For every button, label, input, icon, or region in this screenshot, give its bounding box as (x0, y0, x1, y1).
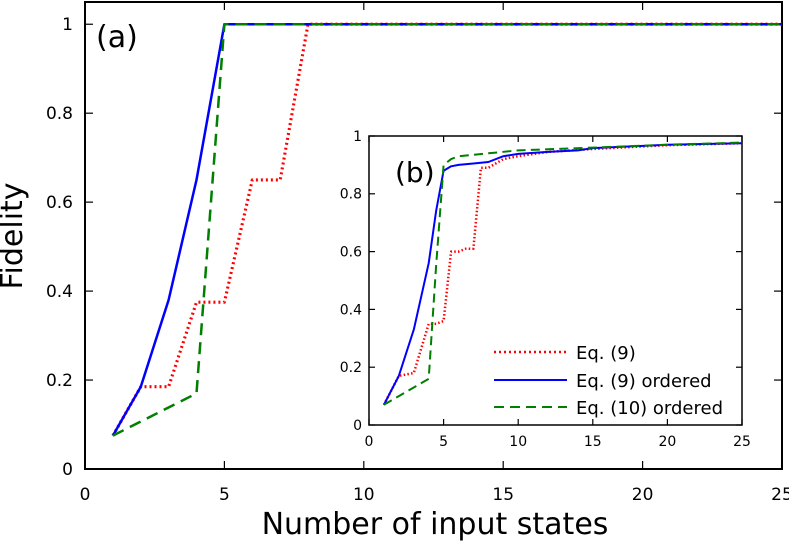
main-x-tick-label: 25 (771, 485, 789, 505)
inset-series (382, 141, 743, 406)
main-x-tick-label: 15 (492, 485, 514, 505)
inset-ticks: 0 5 10 15 20 25 0 0.2 0.4 0.6 0.8 1 (340, 129, 751, 450)
inset-x-tick-label: 0 (365, 434, 374, 450)
main-y-tick-label: 0.4 (46, 282, 73, 302)
legend-label-eq9: Eq. (9) (576, 343, 636, 364)
main-y-tick-label: 0.8 (46, 104, 73, 124)
inset-x-tick-label: 5 (439, 434, 448, 450)
inset-panel: (b) 0 5 10 15 20 25 0 0.2 0.4 0.6 0.8 1 Eq. (9) Eq.… (340, 124, 764, 450)
main-y-tick-label: 1 (62, 15, 73, 35)
inset-series-eq10-ordered (383, 141, 743, 406)
inset-y-tick-label: 0 (353, 418, 362, 434)
inset-series-eq9-ordered (383, 142, 743, 406)
main-x-tick-label: 5 (219, 485, 230, 505)
chart-legend: Eq. (9) Eq. (9) ordered Eq. (10) ordered (494, 343, 723, 419)
legend-label-eq10-ordered: Eq. (10) ordered (576, 398, 723, 419)
inset-x-tick-label: 10 (509, 434, 527, 450)
main-x-tick-label: 0 (80, 485, 91, 505)
main-y-axis-label: Fidelity (0, 182, 30, 289)
main-x-tick-label: 10 (353, 485, 375, 505)
inset-y-tick-label: 0.6 (340, 245, 362, 261)
main-panel-label: (a) (96, 20, 138, 55)
inset-x-tick-label: 20 (658, 434, 676, 450)
inset-y-tick-label: 0.2 (340, 360, 362, 376)
main-y-tick-label: 0 (62, 460, 73, 480)
main-series (111, 22, 782, 437)
inset-series-eq9 (382, 141, 743, 406)
inset-panel-label: (b) (395, 156, 435, 189)
inset-x-tick-label: 25 (733, 434, 751, 450)
main-x-axis-label: Number of input states (262, 507, 609, 542)
inset-x-tick-label: 15 (584, 434, 602, 450)
inset-y-tick-label: 0.8 (340, 187, 362, 203)
inset-plot-frame (368, 135, 743, 426)
main-y-tick-label: 0.6 (46, 193, 73, 213)
main-y-tick-label: 0.2 (46, 371, 73, 391)
inset-y-tick-label: 0.4 (340, 302, 362, 318)
inset-y-tick-label: 1 (353, 129, 362, 145)
main-series-eq10-ordered (112, 22, 782, 437)
main-x-tick-label: 20 (632, 485, 654, 505)
legend-label-eq9-ordered: Eq. (9) ordered (576, 371, 712, 392)
